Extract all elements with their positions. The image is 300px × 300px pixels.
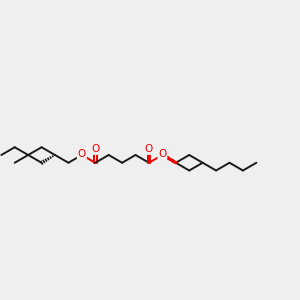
Text: O: O [78,149,86,159]
Text: O: O [91,144,99,154]
Text: O: O [158,149,166,159]
Text: O: O [145,144,153,154]
